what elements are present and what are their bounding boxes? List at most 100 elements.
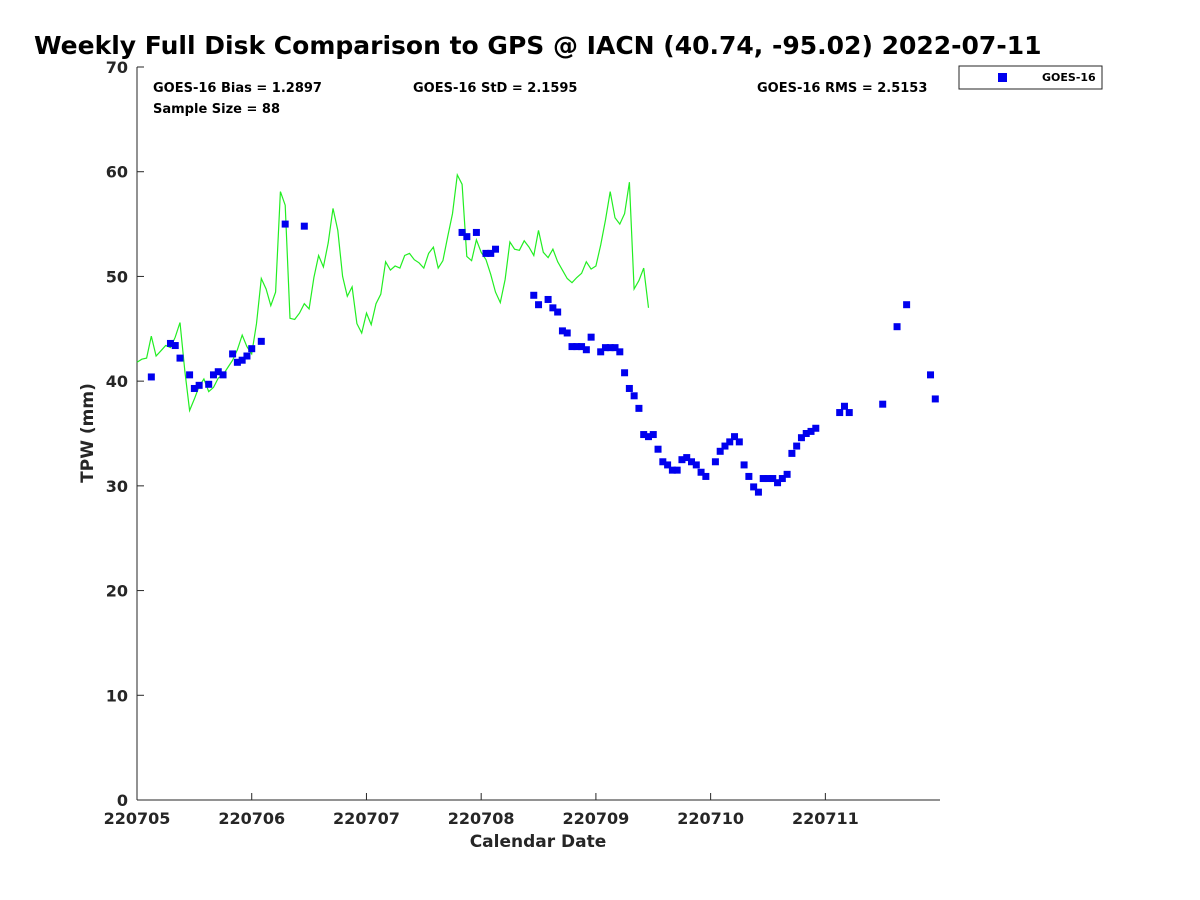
y-tick-label: 20 (106, 582, 128, 601)
goes-point (659, 458, 667, 466)
y-axis-label: TPW (mm) (78, 383, 98, 483)
goes-point (630, 392, 638, 400)
goes-point (778, 475, 786, 483)
legend-box (958, 65, 1103, 90)
goes-point (769, 475, 777, 483)
goes-point (721, 442, 729, 450)
goes-point (931, 395, 939, 403)
goes-point (578, 343, 586, 351)
goes-point (554, 308, 562, 316)
goes-point (625, 384, 633, 392)
goes-point (463, 233, 471, 241)
goes-point (664, 461, 672, 469)
goes-point (482, 249, 490, 257)
goes-point (683, 454, 691, 462)
goes-point (731, 433, 739, 441)
goes-point (300, 222, 308, 230)
goes-point (726, 438, 734, 446)
y-tick-label: 40 (106, 372, 128, 391)
goes-point (233, 358, 241, 366)
goes-point (927, 371, 935, 379)
x-tick-label: 220710 (677, 809, 744, 828)
goes-series (147, 220, 939, 496)
goes-point (807, 427, 815, 435)
goes-point (735, 438, 743, 446)
goes-point (243, 352, 251, 360)
goes-point (759, 475, 767, 483)
goes-point (812, 424, 820, 432)
goes-point (487, 249, 495, 257)
x-tick-label: 220711 (792, 809, 859, 828)
goes-point (640, 431, 648, 439)
goes-point (229, 350, 237, 358)
std-stat: GOES-16 StD = 2.1595 (413, 81, 577, 96)
goes-point (209, 371, 217, 379)
goes-point (573, 343, 581, 351)
goes-point (774, 479, 782, 487)
goes-point (745, 472, 753, 480)
x-tick-label: 220708 (448, 809, 515, 828)
y-axis-ticks: 0 10 20 30 40 50 60 70 (106, 58, 144, 810)
goes-point (186, 371, 194, 379)
y-tick-label: 70 (106, 58, 128, 77)
goes-point (893, 323, 901, 331)
plot-area: 0 10 20 30 40 50 60 70 220705 220706 220707 220708… (104, 58, 940, 828)
goes-point (535, 301, 543, 309)
goes-point (654, 445, 662, 453)
x-axis-label: Calendar Date (470, 832, 607, 852)
goes-point (190, 384, 198, 392)
goes-point (171, 342, 179, 350)
goes-point (195, 381, 203, 389)
goes-point (238, 356, 246, 364)
x-tick-label: 220707 (333, 809, 400, 828)
x-tick-label: 220706 (218, 809, 285, 828)
goes-point (802, 430, 810, 437)
y-tick-label: 10 (106, 686, 128, 705)
goes-point (544, 295, 552, 303)
goes-point (692, 461, 700, 469)
goes-point (903, 301, 911, 309)
goes-point (678, 456, 686, 464)
goes-point (611, 344, 619, 352)
y-tick-label: 0 (117, 791, 128, 810)
x-tick-label: 220705 (104, 809, 171, 828)
goes-point (582, 346, 590, 354)
goes-point (616, 348, 624, 356)
legend-label-goes: GOES-16 (1042, 71, 1096, 84)
goes-point (740, 461, 748, 469)
goes-point (711, 458, 719, 466)
goes-point (845, 409, 853, 417)
goes-point (840, 402, 848, 410)
goes-point (702, 472, 710, 480)
rms-stat: GOES-16 RMS = 2.5153 (757, 81, 927, 96)
goes-point (716, 447, 724, 455)
goes-point (176, 354, 184, 362)
goes-point (621, 369, 629, 377)
goes-point (257, 337, 265, 345)
y-tick-label: 30 (106, 477, 128, 496)
goes-point (793, 442, 801, 450)
goes-point (635, 404, 643, 412)
goes-point (248, 345, 256, 353)
goes-point (836, 409, 844, 417)
goes-point (568, 343, 576, 351)
goes-point (281, 220, 289, 228)
goes-point (644, 433, 652, 441)
goes-point (764, 475, 772, 483)
goes-point (214, 368, 222, 376)
legend: GOES-16 (958, 65, 1103, 90)
legend-marker-goes (998, 73, 1007, 82)
goes-point (147, 373, 155, 381)
goes-point (597, 348, 605, 356)
goes-point (879, 400, 887, 408)
goes-point (673, 466, 681, 474)
goes-point (205, 380, 213, 388)
bias-stat: GOES-16 Bias = 1.2897 (153, 81, 322, 96)
goes-point (750, 483, 758, 491)
goes-point (458, 228, 466, 236)
goes-point (697, 468, 705, 476)
goes-point (601, 344, 609, 352)
goes-point (668, 466, 676, 474)
goes-point (166, 339, 174, 347)
